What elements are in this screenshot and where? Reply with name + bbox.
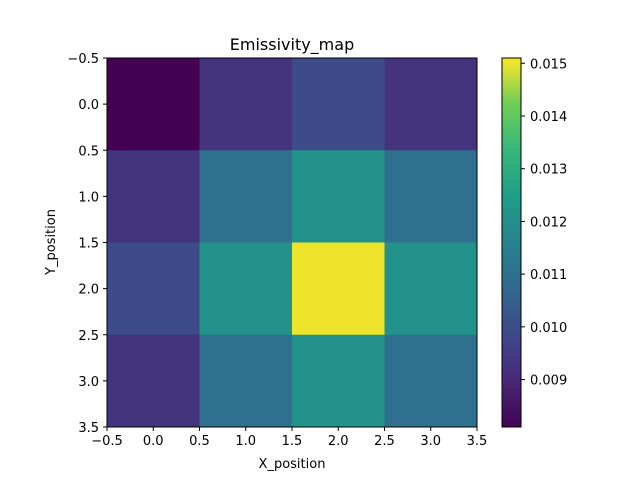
colorbar-axis: 0.009 0.010 0.011 0.012 0.013 0.014 0.015 [521,57,567,389]
heatmap-cell-r3-c3 [384,334,478,428]
heatmap-cells [107,58,478,428]
heatmap-cell-r3-c1 [199,334,293,428]
colorbar-tick-label: 0.011 [530,268,567,283]
x-tick-label: 2.5 [374,434,395,449]
colorbar-tick-label: 0.015 [530,57,567,72]
chart-title: Emissivity_map [230,35,354,55]
x-tick-label: −0.5 [91,434,123,449]
heatmap-cell-r1-c1 [199,150,293,243]
y-tick-label: 0.5 [78,144,99,159]
heatmap-cell-r0-c3 [384,58,478,151]
x-axis: −0.5 0.0 0.5 1.0 1.5 2.0 2.5 3.0 3.5 [91,427,487,449]
x-tick-label: 1.0 [235,434,256,449]
y-tick-label: 3.0 [78,375,99,390]
colorbar [501,57,522,428]
y-tick-label: 1.0 [78,190,99,205]
x-tick-label: 3.5 [467,434,488,449]
y-tick-label: 3.5 [78,421,99,436]
heatmap-cell-r1-c2 [292,150,385,243]
heatmap-cell-r3-c0 [107,334,200,428]
y-tick-label: 0.0 [78,98,99,113]
heatmap-cell-r3-c2 [292,334,385,428]
heatmap-cell-r0-c1 [199,58,293,151]
y-axis-label: Y_position [44,209,59,276]
y-tick-label: −0.5 [67,52,99,67]
colorbar-tick-label: 0.009 [530,374,567,389]
heatmap-cell-r0-c0 [107,58,200,151]
colorbar-tick-label: 0.014 [530,110,567,125]
heatmap-cell-r1-c0 [107,150,200,243]
heatmap-cell-r1-c3 [384,150,478,243]
colorbar-tick-label: 0.013 [530,163,567,178]
heatmap-cell-r0-c2 [292,58,385,151]
x-tick-label: 0.0 [143,434,164,449]
y-tick-label: 2.0 [78,283,99,298]
colorbar-tick-label: 0.010 [530,321,567,336]
y-tick-label: 2.5 [78,329,99,344]
heatmap-cell-r2-c2 [292,242,385,336]
heatmap-cell-r2-c1 [199,242,293,336]
y-tick-label: 1.5 [78,237,99,252]
x-axis-label: X_position [259,457,326,472]
y-axis: −0.5 0.0 0.5 1.0 1.5 2.0 2.5 3.0 3.5 [67,52,107,436]
x-tick-label: 0.5 [189,434,210,449]
x-tick-label: 3.0 [420,434,441,449]
x-tick-label: 1.5 [282,434,303,449]
x-tick-label: 2.0 [328,434,349,449]
heatmap-cell-r2-c3 [384,242,478,336]
heatmap-cell-r2-c0 [107,242,200,336]
colorbar-tick-label: 0.012 [530,215,567,230]
